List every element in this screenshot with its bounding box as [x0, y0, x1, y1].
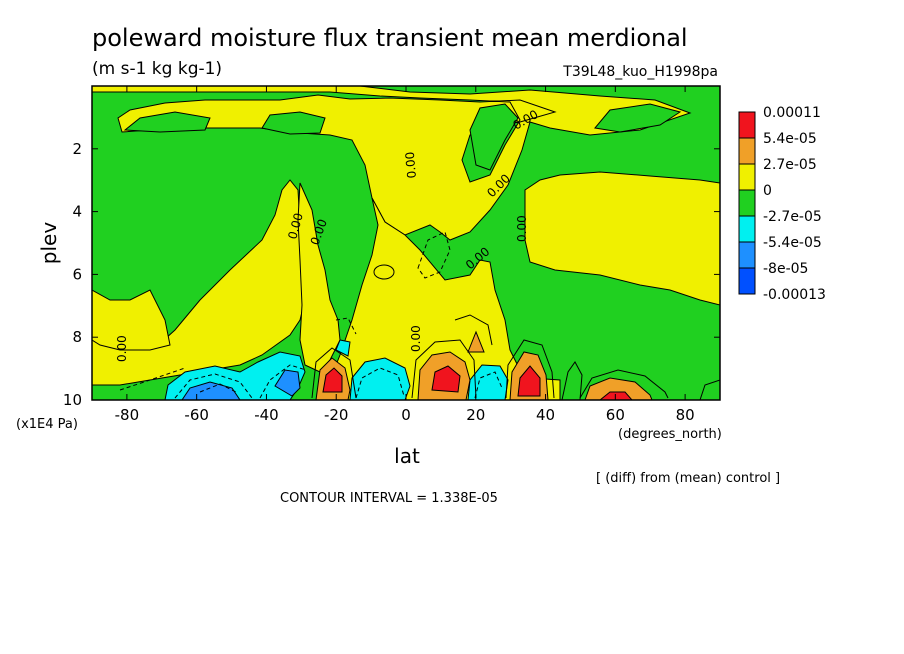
lightblue-region-southern-2	[274, 369, 301, 397]
cyan-small	[335, 339, 351, 357]
y-tick-label: 2	[72, 140, 82, 158]
y-tick-label: 8	[72, 328, 82, 346]
green-island-top-left	[123, 111, 211, 133]
y-tick-label: 6	[72, 265, 82, 283]
y-axis: 2 4 6 8 10	[63, 140, 720, 409]
contour-label: 0.00	[285, 211, 305, 240]
green-spike-north	[561, 361, 583, 400]
colorbar-label: 2.7e-05	[763, 157, 817, 173]
colorbar-label: -2.7e-05	[763, 209, 822, 225]
red-region-equator	[431, 365, 461, 393]
colorbar-swatch	[738, 215, 756, 243]
contour-label: 0.00	[115, 335, 129, 362]
x-tick-label: 40	[536, 406, 555, 424]
x-tick-label: -60	[184, 406, 209, 424]
red-region-south	[322, 367, 343, 393]
colorbar-label: 5.4e-05	[763, 131, 817, 147]
x-tick-label: 60	[606, 406, 625, 424]
run-label: T39L48_kuo_H1998pa	[562, 64, 718, 80]
colorbar-swatch	[738, 189, 756, 217]
x-axis: -80 -60 -40 -20 0 20 40 60 80	[115, 86, 695, 424]
red-region-midlat	[599, 391, 633, 400]
diff-note: [ (diff) from (mean) control ]	[596, 471, 780, 486]
y-tick-label: 10	[63, 391, 82, 409]
colorbar: 0.00011 5.4e-05 2.7e-05 0 -2.7e-05 -5.4e-05 -8…	[738, 105, 826, 303]
colorbar-label: 0	[763, 183, 772, 199]
y-unit-label: (x1E4 Pa)	[16, 417, 78, 432]
colorbar-label: -0.00013	[763, 287, 826, 303]
colorbar-swatch	[738, 241, 756, 269]
colorbar-swatch	[738, 111, 756, 139]
colorbar-label: -5.4e-05	[763, 235, 822, 251]
x-tick-label: 20	[466, 406, 485, 424]
plot-field: 0.00 0.00 0.00 0.00 0.00 0.00 0.00 0.00 …	[92, 86, 720, 400]
chart-title: poleward moisture flux transient mean me…	[92, 24, 688, 52]
positive-contours	[311, 314, 669, 399]
yellow-left-lobe	[92, 289, 171, 351]
contour-label: 0.00	[403, 151, 419, 179]
contour-label: 0.00	[409, 325, 423, 352]
x-tick-label: -40	[254, 406, 279, 424]
y-axis-label: plev	[37, 222, 61, 265]
x-tick-label: 0	[401, 406, 411, 424]
contour-label: 0.00	[515, 215, 529, 242]
negative-contours	[119, 231, 503, 399]
yellow-right-region	[524, 171, 720, 306]
y-tick-label: 4	[72, 203, 82, 221]
green-island-top-center	[261, 111, 326, 135]
orange-small-triangle	[467, 330, 485, 353]
colorbar-label: -8e-05	[763, 261, 808, 277]
green-island-top-right	[594, 103, 682, 133]
colorbar-swatch	[738, 137, 756, 165]
yellow-upper-band	[92, 86, 692, 241]
colorbar-swatch	[738, 163, 756, 191]
orange-region-midlat	[584, 377, 653, 400]
contour-interval: CONTOUR INTERVAL = 1.338E-05	[280, 491, 498, 506]
x-axis-label: lat	[394, 444, 420, 468]
green-island-mid	[469, 103, 519, 171]
colorbar-label: 0.00011	[763, 105, 821, 121]
x-unit-label: (degrees_north)	[618, 427, 722, 442]
x-tick-label: 80	[676, 406, 695, 424]
colorbar-swatch	[738, 267, 756, 295]
x-tick-label: -80	[115, 406, 140, 424]
chart-units: (m s-1 kg kg-1)	[92, 59, 222, 79]
yellow-blob	[373, 264, 395, 280]
x-tick-label: -20	[324, 406, 349, 424]
green-tongue-arctic	[699, 379, 720, 400]
red-region-north	[517, 365, 541, 397]
